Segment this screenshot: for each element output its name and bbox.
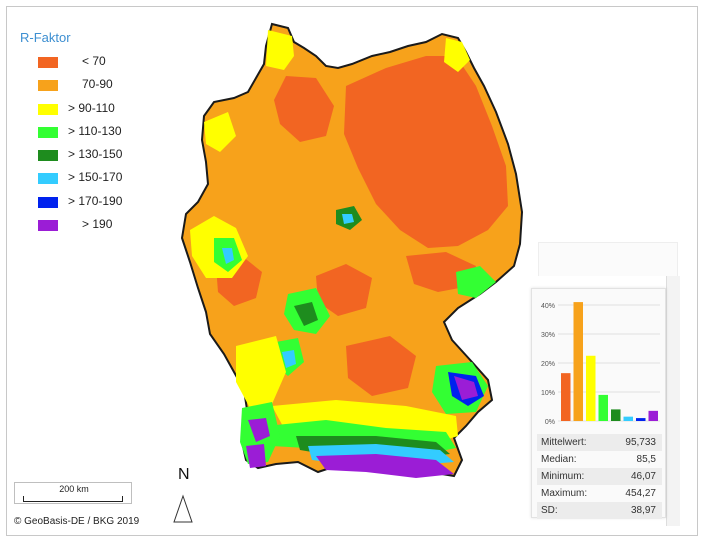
region-coast-west-2 [204,112,236,152]
legend-swatch [38,150,58,162]
legend-title: R-Faktor [20,30,71,45]
region-center-2-blue [282,350,296,368]
stat-label: SD: [541,505,558,516]
region-coast-east [444,38,470,72]
legend-label: > 90-110 [68,100,115,115]
region-sw-purple-2 [246,444,266,468]
region-mid-west-blue [222,248,234,264]
stat-value: 95,733 [625,437,656,448]
region-coast-west [266,30,294,70]
histogram-bar [611,409,621,421]
statistics-table: Mittelwert: 95,733 Median: 85,5 Minimum: 46… [537,434,662,519]
legend-swatch [38,57,58,68]
region-center-dark [294,302,318,326]
stat-value: 38,97 [630,505,656,516]
statistics-panel: 0% 10% 20% 30% 40% Mittelwert: 95,733 Median:… [531,288,666,519]
stat-row-sd: SD: 38,97 [537,502,662,519]
legend-label: > 170-190 [68,193,123,208]
histogram-bar [623,416,633,421]
legend-label: 70-90 [82,77,113,92]
copyright-text: © GeoBasis-DE / BKG 2019 [14,516,140,527]
y-tick-label: 40% [541,303,555,310]
north-arrow-icon [173,494,193,523]
legend-swatch [38,126,58,138]
stat-label: Median: [541,454,577,465]
histogram-bar [586,355,596,421]
y-tick-label: 20% [541,361,555,368]
histogram-bar [573,302,583,421]
stat-row-mean: Mittelwert: 95,733 [537,434,662,451]
scale-label: 200 km [59,484,89,494]
stat-value: 85,5 [636,454,656,465]
region-low-center [316,264,372,316]
legend-swatch [38,80,58,92]
region-low-north [274,76,334,142]
region-low-south [346,336,416,396]
legend-swatch [38,220,58,232]
region-sw-purple [248,418,270,442]
histogram-bar [598,394,608,421]
y-tick-label: 10% [541,390,555,397]
stat-label: Maximum: [541,488,588,499]
legend-label: > 190 [82,217,113,232]
scale-line [23,496,123,502]
y-tick-label: 0% [545,419,555,426]
panel-header-strip [538,242,678,276]
north-label: N [178,466,190,483]
legend-swatch [38,173,58,185]
stat-label: Minimum: [541,471,585,482]
histogram-chart: 0% 10% 20% 30% 40% [541,302,660,426]
y-tick-label: 30% [541,332,555,339]
legend-label: > 130-150 [68,147,123,162]
region-east-border [456,266,496,298]
legend-label: < 70 [82,54,106,68]
legend-swatch [38,103,58,115]
stat-row-minimum: Minimum: 46,07 [537,468,662,485]
stat-value: 454,27 [625,488,656,499]
legend-label: > 110-130 [68,123,122,138]
histogram-bar [561,373,571,421]
region-alps-purple [316,454,454,478]
stat-label: Mittelwert: [541,437,587,448]
stat-row-maximum: Maximum: 454,27 [537,485,662,502]
scale-bar: 200 km [14,482,132,504]
stat-value: 46,07 [630,471,656,482]
legend-swatch [38,196,58,208]
germany-map [180,22,524,478]
stat-row-median: Median: 85,5 [537,451,662,468]
region-low-northeast [344,56,508,248]
histogram-bar [636,418,646,421]
panel-scrollbar[interactable] [666,276,680,526]
legend-label: > 150-170 [68,170,123,185]
region-se-purple [454,376,478,400]
region-harz-blue [342,214,354,224]
histogram-bar [648,410,658,421]
region-sw-yellow [236,336,286,408]
